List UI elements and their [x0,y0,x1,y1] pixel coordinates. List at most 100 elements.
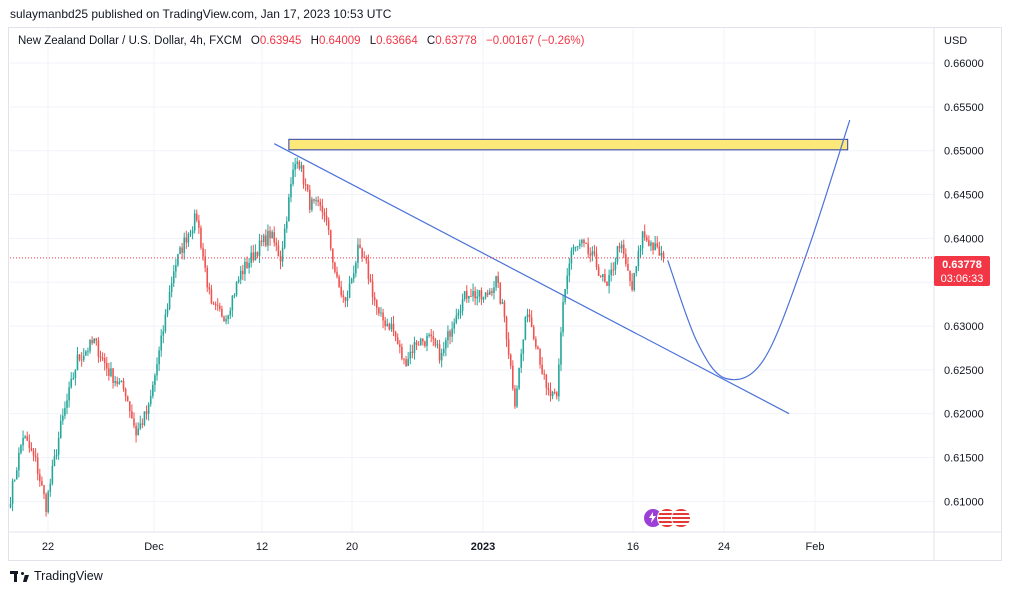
open-value: 0.63945 [259,35,302,47]
drawings[interactable] [273,119,851,415]
candle-body [168,292,171,309]
candle-body [560,332,562,365]
candle-body [221,308,223,317]
candle-body [369,279,372,282]
time-axis[interactable]: 22 Dec 12 20 2023 16 24 Feb [42,541,825,553]
candle-body [306,184,309,190]
candle-body [340,286,342,296]
candle-body [499,282,502,304]
candle-body [614,261,617,271]
candle-body [342,295,345,297]
candle-body [637,250,640,267]
candle-body [160,335,162,351]
candle-body [166,308,169,315]
us-flag-icon[interactable] [671,508,691,528]
candle-body [49,483,52,492]
candle-body [237,279,240,283]
candle-body [472,291,474,297]
candle-body [493,287,495,294]
candle-body [300,165,303,169]
candle-body [409,351,412,359]
candle-body [149,396,152,405]
candle-body [543,373,546,375]
candle-body [225,319,227,322]
candle-body [482,297,485,300]
event-icons[interactable] [643,508,691,528]
candle-body [520,353,522,368]
price-tick-label: 0.61500 [944,452,984,464]
candle-body [539,349,541,365]
candle-body [116,381,119,384]
candle-body [95,338,98,341]
candle-body [279,256,282,262]
candle-body [47,491,49,512]
candle-body [87,351,89,353]
candle-body [474,291,476,299]
candle-body [185,237,188,243]
candle-body [179,247,181,255]
time-tick-label: Dec [144,541,164,553]
published-by-text: sulaymanbd25 published on TradingView.co… [10,7,392,21]
candle-body [129,401,131,412]
price-axis-currency: USD [944,35,967,47]
candle-body [530,317,533,327]
candle-body [143,411,146,425]
candle-body [662,252,665,258]
candle-body [465,291,468,299]
candle-body [244,261,246,275]
candle-body [522,339,525,354]
candles [9,157,665,517]
candle-body [390,323,393,330]
candle-body [18,452,20,471]
close-value: 0.63778 [435,35,477,47]
candle-body [652,242,654,251]
candle-body [641,231,644,249]
candle-body [126,396,129,402]
candle-body [288,197,290,222]
candle-body [154,375,156,385]
candle-body [352,273,355,279]
price-tick-label: 0.63000 [944,321,984,333]
candle-body [214,304,217,306]
candle-body [578,243,581,246]
candle-body [327,220,330,231]
candle-body [11,480,14,504]
candle-body [367,260,370,280]
candle-body [191,230,194,234]
candle-body [64,407,66,416]
candle-body [223,316,225,322]
candle-body [570,250,573,264]
candle-body [480,290,483,300]
candle-body [639,248,642,251]
candle-body [91,340,93,344]
candle-body [319,201,322,206]
price-tick-label: 0.62500 [944,365,984,377]
candle-body [85,351,87,356]
candle-body [587,243,589,254]
current-price-label: 0.63778 03:06:33 [934,256,990,286]
candle-body [147,404,150,414]
price-tick-label: 0.66000 [944,58,984,70]
candle-body [30,448,33,451]
candle-body [193,213,196,231]
candle-body [591,251,594,256]
candle-body [507,339,510,355]
candle-body [74,370,77,378]
candle-body [158,350,160,365]
candle-body [187,233,190,243]
candle-body [76,354,79,371]
candle-body [338,276,340,287]
high-label: H [310,35,319,47]
candle-body [407,358,409,366]
candle-body [597,267,600,276]
candle-body [262,235,265,242]
candle-body [216,305,219,307]
candle-body [181,247,183,253]
time-tick-label: 24 [718,541,730,553]
candle-body [202,247,204,257]
candle-body [371,281,374,297]
candle-body [82,355,85,360]
candle-body [436,344,439,346]
candle-body [254,252,257,261]
